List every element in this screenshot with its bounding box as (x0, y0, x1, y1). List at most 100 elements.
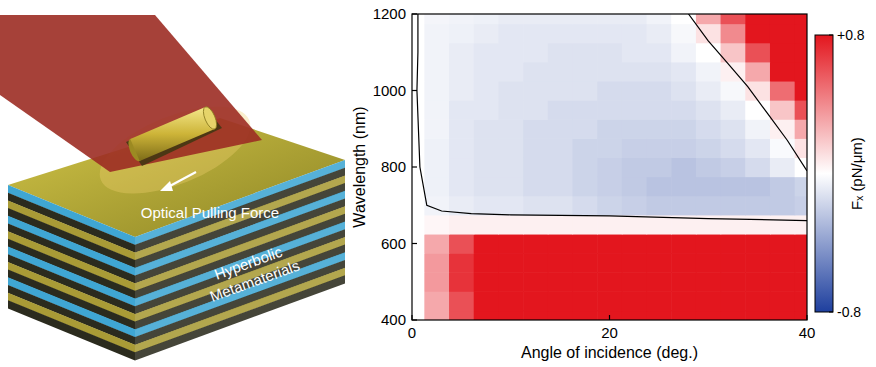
heatmap-cell (770, 62, 795, 82)
beam (0, 15, 262, 172)
heatmap-cell (523, 100, 548, 120)
heatmap-cell (498, 100, 523, 120)
heatmap-cell (498, 24, 523, 44)
colorbar-strip (815, 35, 833, 312)
heatmap-cell (647, 14, 672, 24)
heatmap-cell (770, 310, 795, 320)
heatmap-cell (572, 81, 597, 101)
heatmap-cell (548, 14, 573, 24)
heatmap-cell (449, 215, 474, 235)
heatmap-cell (474, 253, 499, 273)
heatmap-cell (424, 272, 449, 292)
heatmap-cell (449, 24, 474, 44)
heatmap-cell (424, 177, 449, 197)
heatmap-cell (523, 157, 548, 177)
heatmap-cell (745, 215, 770, 235)
heatmap-cell (449, 81, 474, 101)
material-label-line: Metamaterials (207, 257, 301, 305)
heatmap-cell (745, 62, 770, 82)
heatmap-cell (548, 119, 573, 139)
heatmap-cell (647, 177, 672, 197)
heatmap-cell (474, 234, 499, 254)
heatmap-cell (622, 177, 647, 197)
heatmap-cell (523, 310, 548, 320)
heatmap-cell (523, 234, 548, 254)
heatmap-cell (770, 100, 795, 120)
heatmap-cell (597, 177, 622, 197)
heatmap-cell (647, 119, 672, 139)
heatmap-cell (597, 138, 622, 158)
heatmap-cell (523, 253, 548, 273)
y-tick-label: 600 (381, 235, 406, 252)
heatmap-cell (622, 43, 647, 63)
heatmap-cell (622, 234, 647, 254)
heatmap-cell (622, 215, 647, 235)
heatmap-cell (572, 177, 597, 197)
heatmap-cell (622, 291, 647, 311)
heatmap-cell (523, 272, 548, 292)
heatmap-cell (622, 81, 647, 101)
heatmap-cell (597, 234, 622, 254)
heatmap-cell (647, 196, 672, 216)
heatmap-cell (622, 24, 647, 44)
heatmap-cell (572, 215, 597, 235)
heatmap-cell (721, 24, 746, 44)
heatmap-cell (474, 62, 499, 82)
heatmap-cell (498, 138, 523, 158)
heatmap-cell (721, 177, 746, 197)
heatmap-cell (474, 215, 499, 235)
heatmap-cell (548, 100, 573, 120)
heatmap-cell (474, 14, 499, 24)
heatmap-cell (498, 14, 523, 24)
y-tick-label: 800 (381, 158, 406, 175)
heatmap-cell (424, 138, 449, 158)
heatmap-cell (622, 253, 647, 273)
heatmap-cell (498, 291, 523, 311)
heatmap-cell (671, 177, 696, 197)
heatmap-cell (523, 81, 548, 101)
heatmap-cell (449, 14, 474, 24)
heatmap-cell (449, 100, 474, 120)
heatmap-cell (597, 119, 622, 139)
heatmap-cell (745, 291, 770, 311)
heatmap-cell (572, 234, 597, 254)
heatmap-cell (671, 234, 696, 254)
heatmap-cell (696, 177, 721, 197)
heatmap-cell (449, 43, 474, 63)
heatmap-cell (795, 119, 807, 139)
heatmap-cell (770, 177, 795, 197)
heatmap-cell (721, 14, 746, 24)
heatmap-cell (671, 62, 696, 82)
heatmap-cell (795, 24, 807, 44)
heatmap-cell (572, 196, 597, 216)
heatmap-cell (424, 119, 449, 139)
heatmap-cell (474, 272, 499, 292)
illustration: Optical Pulling ForceHyperbolicMetamater… (0, 15, 345, 360)
heatmap-cell (671, 138, 696, 158)
heatmap-cell (548, 272, 573, 292)
heatmap-cell (770, 14, 795, 24)
heatmap-cell (671, 100, 696, 120)
heatmap-cell (572, 253, 597, 273)
heatmap-cell (572, 43, 597, 63)
heatmap-cell (424, 24, 449, 44)
heatmap-cell (696, 310, 721, 320)
heatmap-cell (498, 310, 523, 320)
heatmap-cell (647, 253, 672, 273)
contour-line (689, 14, 808, 171)
heatmap-cell (770, 43, 795, 63)
heatmap-cell (671, 253, 696, 273)
heatmap-cell (696, 62, 721, 82)
heatmap-cell (449, 234, 474, 254)
heatmap-cell (449, 62, 474, 82)
heatmap-cell (770, 234, 795, 254)
heatmap-cell (597, 196, 622, 216)
y-tick (412, 166, 417, 167)
heatmap-cell (647, 291, 672, 311)
heatmap-cell (696, 157, 721, 177)
heatmap-cell (622, 196, 647, 216)
heatmap-cell (597, 24, 622, 44)
heatmap-cell (795, 62, 807, 82)
heatmap-cell (696, 14, 721, 24)
heatmap-cell (548, 177, 573, 197)
